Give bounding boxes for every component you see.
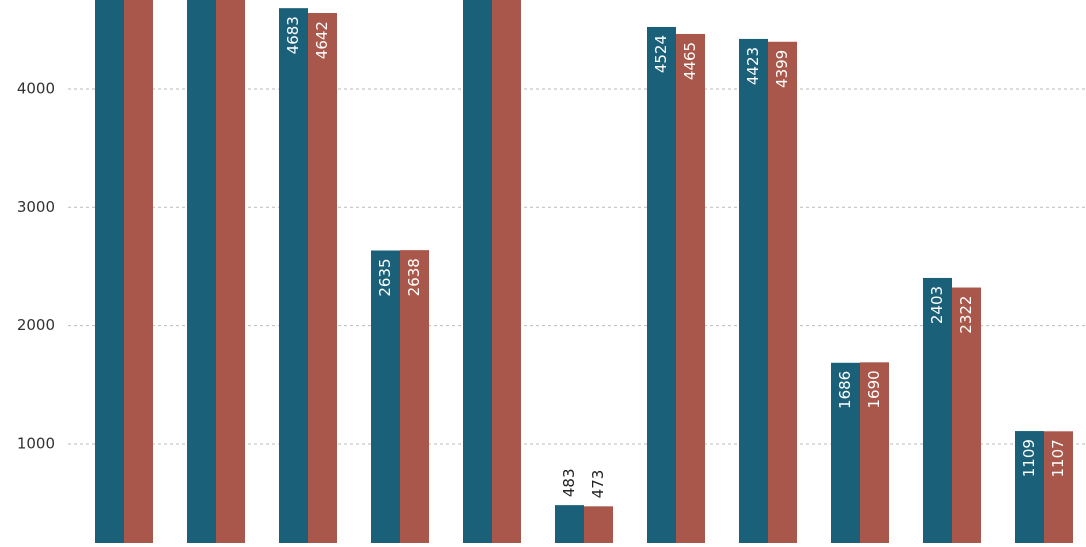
data-label: 4683: [284, 16, 302, 54]
bar: [216, 0, 245, 543]
bar: [492, 0, 521, 543]
y-tick-label: 2000: [17, 316, 55, 334]
data-label: 2638: [405, 258, 423, 296]
bar: [860, 362, 889, 543]
bar: [555, 505, 584, 543]
bar: [831, 362, 860, 543]
data-label: 1107: [1049, 439, 1067, 477]
data-label: 2403: [928, 286, 946, 324]
bar: [584, 506, 613, 543]
data-label: 1690: [865, 370, 883, 408]
bar: [279, 8, 308, 543]
bar: [768, 41, 797, 543]
data-label: 4465: [681, 42, 699, 80]
bar: [95, 0, 124, 543]
y-tick-label: 3000: [17, 198, 55, 216]
bar: [1015, 431, 1044, 543]
bar: [647, 26, 676, 543]
bar: [676, 33, 705, 543]
data-label: 473: [589, 470, 607, 499]
data-label: 483: [560, 468, 578, 497]
bar: [463, 0, 492, 543]
data-label: 1109: [1020, 439, 1038, 477]
bar: [739, 38, 768, 543]
y-tick-label: 1000: [17, 434, 55, 452]
bar: [187, 0, 216, 543]
bar: [923, 277, 952, 543]
bar: [371, 250, 400, 543]
data-label: 4399: [773, 50, 791, 88]
bar: [952, 287, 981, 543]
bar: [1044, 431, 1073, 543]
data-label: 4642: [313, 21, 331, 59]
data-label: 4524: [652, 35, 670, 73]
y-tick-label: 4000: [17, 79, 55, 97]
bar: [400, 250, 429, 543]
data-label: 2322: [957, 296, 975, 334]
bar: [308, 13, 337, 543]
data-label: 2635: [376, 258, 394, 296]
data-label: 4423: [744, 47, 762, 85]
data-label: 1686: [836, 371, 854, 409]
bar: [124, 0, 153, 543]
